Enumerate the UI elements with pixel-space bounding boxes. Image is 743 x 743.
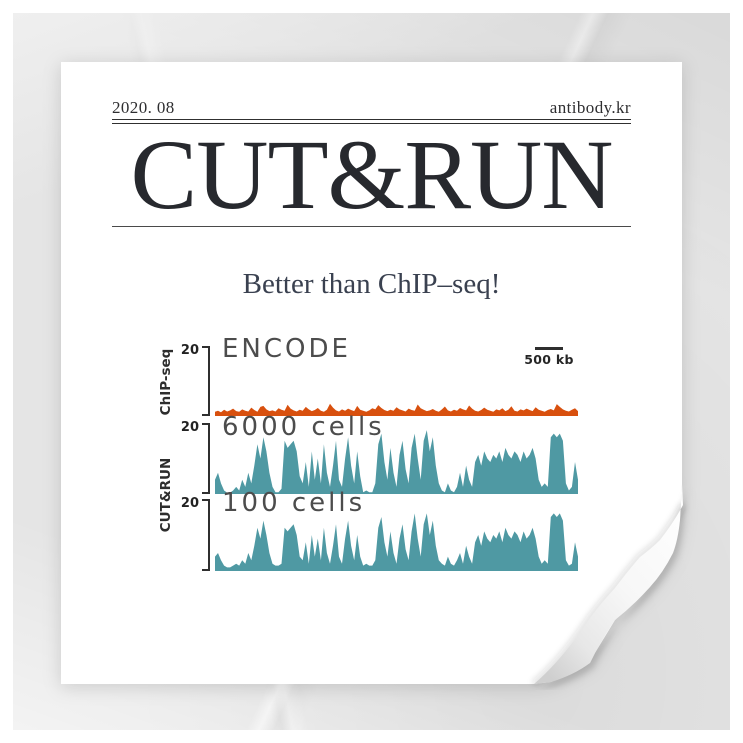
sheet-shadow: 2020. 08 antibody.kr CUT&RUN Better than…	[61, 62, 682, 684]
scale-bar	[535, 347, 563, 350]
group-label-chipseq: ChIP-seq	[158, 348, 174, 416]
scale-bar-label: 500 kb	[524, 352, 574, 367]
y-max-label-encode: 20	[180, 343, 199, 358]
track-title-100-cells: 100 cells	[222, 488, 366, 518]
newspaper-title: CUT&RUN	[130, 119, 614, 230]
group-label-cutrun: CUT&RUN	[158, 457, 174, 533]
title-rule	[112, 226, 631, 227]
y-axis-bracket-encode	[202, 346, 210, 416]
masthead-date: 2020. 08	[112, 98, 175, 117]
newspaper-sheet: 2020. 08 antibody.kr CUT&RUN Better than…	[61, 62, 682, 684]
track-title-6000-cells: 6000 cells	[222, 412, 385, 442]
y-max-label-6000-cells: 20	[180, 420, 199, 435]
signal-track-encode	[215, 403, 578, 416]
subtitle: Better than ChIP–seq!	[242, 268, 501, 300]
signal-track-100-cells	[215, 513, 578, 571]
y-axis-bracket-100-cells	[202, 499, 210, 571]
signal-track-6000-cells	[215, 430, 578, 494]
y-max-label-100-cells: 20	[180, 496, 199, 511]
masthead-double-rule	[112, 119, 631, 124]
track-title-encode: ENCODE	[222, 334, 351, 364]
masthead-site: antibody.kr	[549, 98, 631, 117]
y-axis-bracket-6000-cells	[202, 423, 210, 494]
